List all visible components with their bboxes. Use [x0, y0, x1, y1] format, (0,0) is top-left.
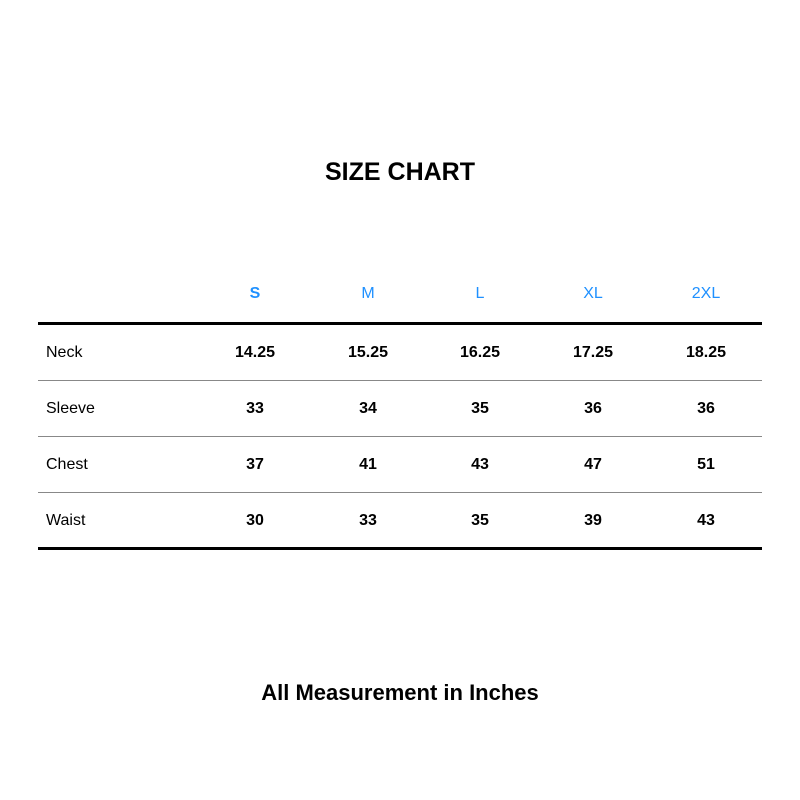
measurement-cell: 36 — [697, 400, 715, 417]
measurement-cell: 41 — [359, 456, 377, 473]
page-title: SIZE CHART — [325, 158, 475, 186]
size-header-l: L — [475, 285, 485, 302]
size-header-2xl: 2XL — [691, 285, 721, 302]
table-row: Sleeve 33 34 35 36 36 — [38, 381, 762, 437]
measurement-cell: 16.25 — [459, 344, 501, 361]
table-row: Waist 30 33 35 39 43 — [38, 493, 762, 549]
measurement-cell: 47 — [584, 456, 602, 473]
measurement-cell: 18.25 — [685, 344, 727, 361]
measurement-cell: 30 — [246, 512, 264, 529]
row-label: Chest — [46, 456, 88, 473]
row-divider — [38, 492, 762, 493]
table-bottom-border — [38, 547, 762, 550]
measurement-cell: 43 — [471, 456, 489, 473]
measurement-cell: 34 — [359, 400, 377, 417]
measurement-cell: 36 — [584, 400, 602, 417]
row-divider — [38, 380, 762, 381]
measurement-cell: 33 — [246, 400, 264, 417]
measurement-cell: 35 — [471, 400, 489, 417]
size-header-m: M — [361, 285, 375, 302]
measurement-cell: 37 — [246, 456, 264, 473]
size-header-xl: XL — [583, 285, 603, 302]
row-label: Sleeve — [46, 400, 95, 417]
row-divider — [38, 436, 762, 437]
row-label: Waist — [46, 512, 86, 529]
table-row: Chest 37 41 43 47 51 — [38, 437, 762, 493]
measurement-cell: 43 — [697, 512, 715, 529]
measurement-cell: 35 — [471, 512, 489, 529]
size-header-s: S — [249, 285, 261, 302]
measurement-note: All Measurement in Inches — [261, 680, 539, 705]
table-row: Neck 14.25 15.25 16.25 17.25 18.25 — [38, 325, 762, 381]
measurement-cell: 14.25 — [234, 344, 276, 361]
measurement-cell: 39 — [584, 512, 602, 529]
measurement-cell: 17.25 — [572, 344, 614, 361]
measurement-cell: 15.25 — [347, 344, 389, 361]
header-divider — [38, 322, 762, 325]
measurement-cell: 33 — [359, 512, 377, 529]
measurement-cell: 51 — [697, 456, 715, 473]
row-label: Neck — [46, 344, 83, 361]
